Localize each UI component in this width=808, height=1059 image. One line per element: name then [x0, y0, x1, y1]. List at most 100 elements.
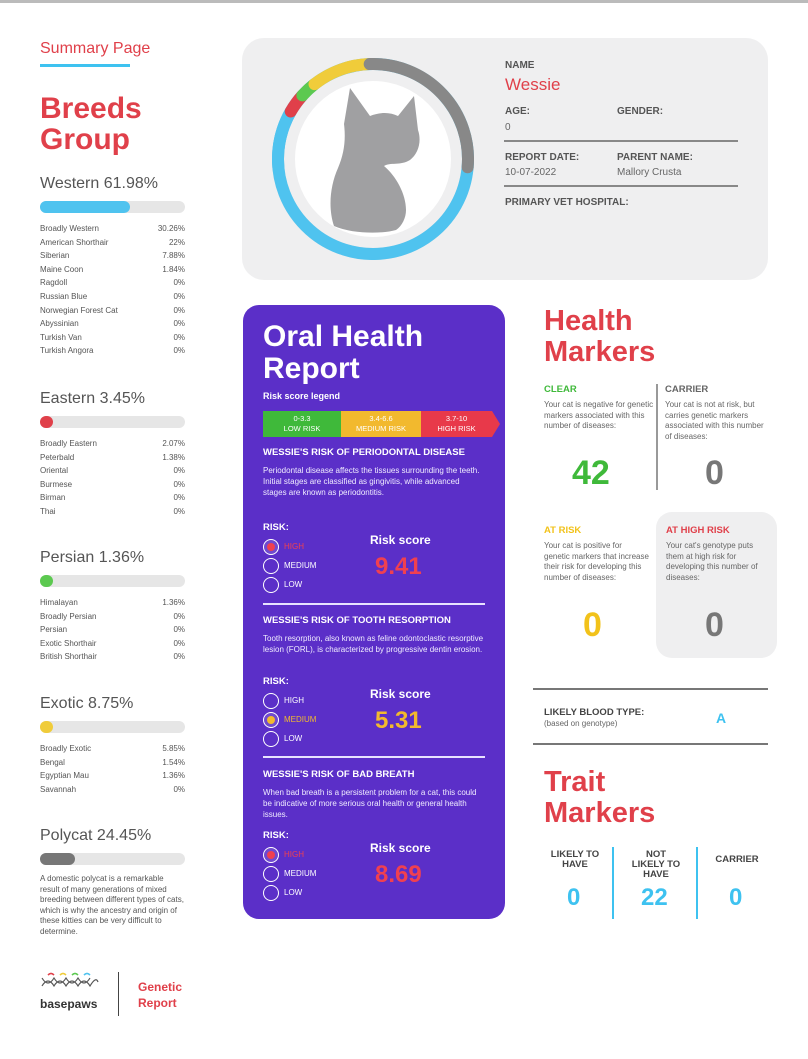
- sub-breed-value: 30.26%: [157, 224, 185, 233]
- ring-segment: [363, 58, 474, 174]
- sub-breed-row: Turkish Van 0%: [40, 331, 185, 345]
- group-heading: Exotic 8.75%: [40, 695, 185, 713]
- risk-option-label: LOW: [284, 580, 303, 589]
- risk-option-label: MEDIUM: [284, 715, 317, 724]
- sub-breed-value: 0%: [173, 305, 185, 315]
- sub-breed-name: Broadly Eastern: [40, 439, 97, 448]
- risk-option-high[interactable]: HIGH: [263, 847, 304, 863]
- summary-underline: [40, 64, 130, 67]
- sub-breed-row: Siberian 7.88%: [40, 249, 185, 263]
- sub-breed-value: 1.36%: [162, 771, 185, 781]
- carrier-count: 0: [705, 454, 724, 492]
- health-title-line1: Health: [544, 305, 633, 337]
- brand-footer: basepaws Genetic Report: [40, 968, 200, 1018]
- sub-breed-name: Burmese: [40, 479, 73, 489]
- trait-title-line2: Markers: [544, 797, 656, 829]
- sub-breed-name: Persian: [40, 625, 68, 635]
- radio-button[interactable]: [263, 693, 279, 709]
- sub-breed-name: Siberian: [40, 251, 70, 261]
- ring-segments: [272, 58, 474, 260]
- trait-title-line1: Trait: [544, 766, 606, 798]
- sub-breed-row: Birman 0%: [40, 491, 185, 505]
- risk-option-label: MEDIUM: [284, 869, 317, 878]
- breeds-group-title: Breeds Group: [40, 93, 190, 155]
- trait-markers-title: Trait Markers: [544, 767, 655, 829]
- sub-breed-value: 1.36%: [162, 598, 185, 607]
- sub-breed-row: Thai 0%: [40, 505, 185, 519]
- radio-button[interactable]: [263, 885, 279, 901]
- sub-breed-row: Broadly Western 30.26%: [40, 222, 185, 236]
- gender-label: GENDER:: [617, 106, 664, 117]
- clear-label: CLEAR: [544, 384, 577, 395]
- sub-breed-name: Himalayan: [40, 598, 78, 607]
- bad-breath-section: WESSIE'S RISK OF BAD BREATH When bad bre…: [263, 769, 485, 919]
- radio-button[interactable]: [263, 577, 279, 593]
- sub-breed-row: Broadly Eastern 2.07%: [40, 437, 185, 451]
- summary-page-link[interactable]: Summary Page: [40, 40, 151, 57]
- radio-button[interactable]: [263, 712, 279, 728]
- basepaws-logo-icon: [41, 972, 99, 988]
- breeds-title-line2: Group: [40, 123, 130, 156]
- sub-breed-row: Himalayan 1.36%: [40, 596, 185, 610]
- brand-report-label: Genetic Report: [138, 979, 182, 1011]
- risk-option-medium[interactable]: MEDIUM: [263, 558, 316, 574]
- likely-label-line2: HAVE: [562, 859, 588, 870]
- group-name: Western: [40, 175, 100, 192]
- group-progress-fill: [40, 416, 53, 428]
- report-date-value: 10-07-2022: [505, 167, 557, 178]
- risk-label: RISK:: [263, 522, 289, 533]
- group-percent: 24.45%: [96, 827, 152, 844]
- high-risk-marker: AT HIGH RISK Your cat's genotype puts th…: [666, 525, 770, 583]
- sub-breed-name: Egyptian Mau: [40, 771, 89, 781]
- radio-button[interactable]: [263, 539, 279, 555]
- legend-low: 0-3.3 LOW RISK: [263, 411, 341, 437]
- risk-option-medium[interactable]: MEDIUM: [263, 866, 317, 882]
- radio-button[interactable]: [263, 731, 279, 747]
- sub-breed-row: Broadly Exotic 5.85%: [40, 742, 185, 756]
- radio-button[interactable]: [263, 847, 279, 863]
- risk-option-low[interactable]: LOW: [263, 577, 303, 593]
- left-column: Summary Page Breeds Group: [40, 40, 190, 155]
- brand-divider: [118, 972, 119, 1016]
- sub-breed-value: 0%: [173, 291, 185, 301]
- top-border: [0, 0, 808, 3]
- parent-name-label: PARENT NAME:: [617, 152, 693, 163]
- sub-breed-row: Ragdoll 0%: [40, 276, 185, 290]
- at-risk-count: 0: [583, 606, 602, 644]
- sub-breed-value: 0%: [173, 625, 185, 635]
- section-description: When bad breath is a persistent problem …: [263, 788, 477, 819]
- breed-group-western: Western 61.98% Broadly Western 30.26% Amer…: [40, 175, 185, 358]
- group-progress-fill: [40, 721, 53, 733]
- group-heading: Eastern 3.45%: [40, 390, 185, 408]
- sub-breed-name: Peterbald: [40, 452, 75, 462]
- risk-option-high[interactable]: HIGH: [263, 693, 304, 709]
- ring-segment: [308, 58, 376, 91]
- section-divider-1: [263, 603, 485, 605]
- legend-arrow-tip: [492, 411, 500, 437]
- section-title: WESSIE'S RISK OF PERIODONTAL DISEASE: [263, 447, 465, 458]
- risk-option-low[interactable]: LOW: [263, 731, 302, 747]
- breed-group-eastern: Eastern 3.45% Broadly Eastern 2.07% Peterb…: [40, 390, 185, 519]
- sub-breed-name: British Shorthair: [40, 652, 97, 662]
- risk-option-high[interactable]: HIGH: [263, 539, 304, 555]
- sub-breed-row: Burmese 0%: [40, 478, 185, 492]
- sub-breed-value: 0%: [173, 652, 185, 662]
- sub-breed-name: Thai: [40, 506, 56, 516]
- brand-name: basepaws: [40, 997, 98, 1011]
- likely-count: 0: [567, 884, 581, 911]
- clear-description: Your cat is negative for genetic markers…: [544, 400, 654, 430]
- sub-breed-value: 0%: [173, 466, 185, 476]
- likely-label-line1: LIKELY TO: [550, 849, 600, 860]
- radio-button[interactable]: [263, 558, 279, 574]
- risk-option-medium[interactable]: MEDIUM: [263, 712, 317, 728]
- risk-legend: 0-3.3 LOW RISK 3.4-6.6 MEDIUM RISK 3.7-1…: [263, 411, 500, 437]
- risk-option-low[interactable]: LOW: [263, 885, 302, 901]
- oral-title-line1: Oral Health: [263, 320, 424, 353]
- cat-name: Wessie: [505, 75, 561, 94]
- sub-breed-name: Abyssinian: [40, 319, 79, 329]
- group-progress-fill: [40, 575, 53, 587]
- carrier-marker: CARRIER Your cat is not at risk, but car…: [665, 384, 770, 442]
- sub-breed-row: Abyssinian 0%: [40, 317, 185, 331]
- radio-button[interactable]: [263, 866, 279, 882]
- legend-label: LOW RISK: [283, 424, 321, 433]
